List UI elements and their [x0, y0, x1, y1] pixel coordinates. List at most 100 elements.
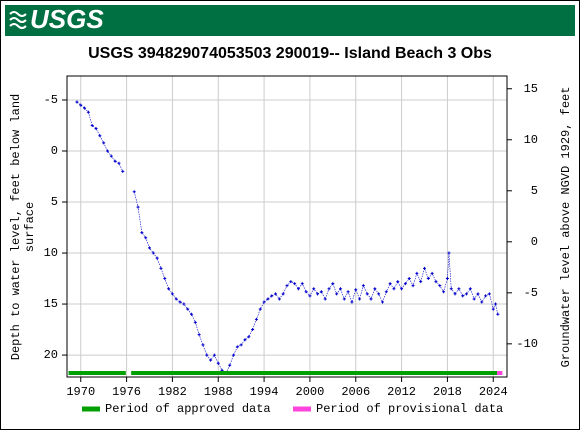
data-point [274, 292, 278, 296]
data-point [447, 251, 451, 255]
data-line [76, 101, 499, 374]
y-tick-label: 20 [44, 348, 58, 362]
legend-swatch [82, 406, 100, 412]
period-bar [131, 371, 498, 375]
data-point [377, 292, 381, 296]
data-point [430, 271, 434, 275]
data-point [266, 297, 270, 301]
data-point [90, 123, 94, 127]
data-point [442, 290, 446, 294]
y2-tick-label: 5 [531, 184, 538, 198]
data-point [361, 284, 365, 288]
y-tick-label: 5 [51, 195, 58, 209]
data-point [121, 169, 125, 173]
data-point [170, 292, 174, 296]
data-point [392, 287, 396, 291]
data-point [346, 290, 350, 294]
data-point [384, 290, 388, 294]
data-point [319, 290, 323, 294]
data-point [151, 251, 155, 255]
data-point [449, 287, 453, 291]
data-point [102, 141, 106, 145]
y2-tick-label: 10 [524, 133, 538, 147]
y2-tick-label: 15 [524, 82, 538, 96]
data-point [258, 307, 262, 311]
data-point [472, 297, 476, 301]
data-point [174, 297, 178, 301]
y-axis-label: Depth to water level, feet below land [9, 94, 23, 360]
data-point [411, 284, 415, 288]
data-point [457, 287, 461, 291]
data-point [98, 134, 102, 138]
data-point [388, 282, 392, 286]
data-point [423, 266, 426, 270]
data-point [216, 361, 220, 365]
x-tick-label: 1970 [66, 385, 95, 399]
data-point [461, 294, 465, 298]
data-point [79, 103, 83, 107]
y2-tick-label: -10 [516, 337, 538, 351]
y-tick-label: 10 [44, 246, 58, 260]
x-tick-label: 2012 [387, 385, 416, 399]
data-point [415, 271, 419, 275]
data-point [289, 280, 293, 284]
data-point [338, 287, 342, 291]
data-point [400, 287, 404, 291]
data-point [247, 335, 251, 339]
x-tick-label: 2024 [479, 385, 508, 399]
x-tick-label: 1982 [158, 385, 187, 399]
data-point [105, 149, 109, 153]
logo-waves [9, 11, 27, 29]
data-point [117, 161, 121, 165]
x-tick-label: 2018 [433, 385, 462, 399]
data-point [331, 282, 335, 286]
data-point [243, 338, 247, 342]
data-point [136, 205, 140, 209]
data-point [316, 292, 320, 296]
data-point [182, 302, 186, 306]
data-point [159, 266, 163, 270]
data-point [369, 297, 373, 301]
data-point [254, 317, 258, 321]
x-tick-label: 2006 [341, 385, 370, 399]
data-point [209, 358, 213, 362]
y2-axis-label: Groundwater level above NGVD 1929, feet [559, 87, 573, 368]
data-point [304, 290, 308, 294]
legend-swatch [293, 406, 311, 412]
data-point [178, 300, 182, 304]
data-point [396, 280, 400, 284]
data-point [308, 294, 312, 298]
y2-tick-label: 0 [531, 235, 538, 249]
data-point [155, 256, 159, 260]
data-point [235, 345, 239, 349]
period-bar [68, 371, 126, 375]
data-point [132, 190, 136, 194]
plot-frame [66, 75, 508, 378]
legend-label: Period of approved data [105, 402, 271, 416]
chart-title: USGS 394829074053503 290019-- Island Bea… [88, 45, 492, 62]
data-point [86, 110, 90, 114]
data-point [262, 300, 266, 304]
data-point [293, 282, 297, 286]
data-point [453, 292, 457, 296]
data-point [373, 287, 377, 291]
y-axis-label: surface [23, 202, 37, 252]
data-point [426, 277, 430, 281]
data-point [300, 282, 304, 286]
data-point [212, 353, 216, 357]
data-point [148, 246, 151, 250]
header-bar [5, 5, 575, 36]
data-point [496, 312, 500, 316]
data-point [239, 343, 243, 347]
data-point [270, 294, 274, 298]
data-point [445, 277, 449, 281]
data-point [468, 287, 472, 291]
data-point [205, 353, 209, 357]
data-point [94, 127, 98, 131]
data-point [281, 292, 285, 296]
data-point [312, 287, 316, 291]
data-point [365, 292, 369, 296]
plot-marks [68, 100, 503, 375]
data-point [75, 100, 79, 104]
